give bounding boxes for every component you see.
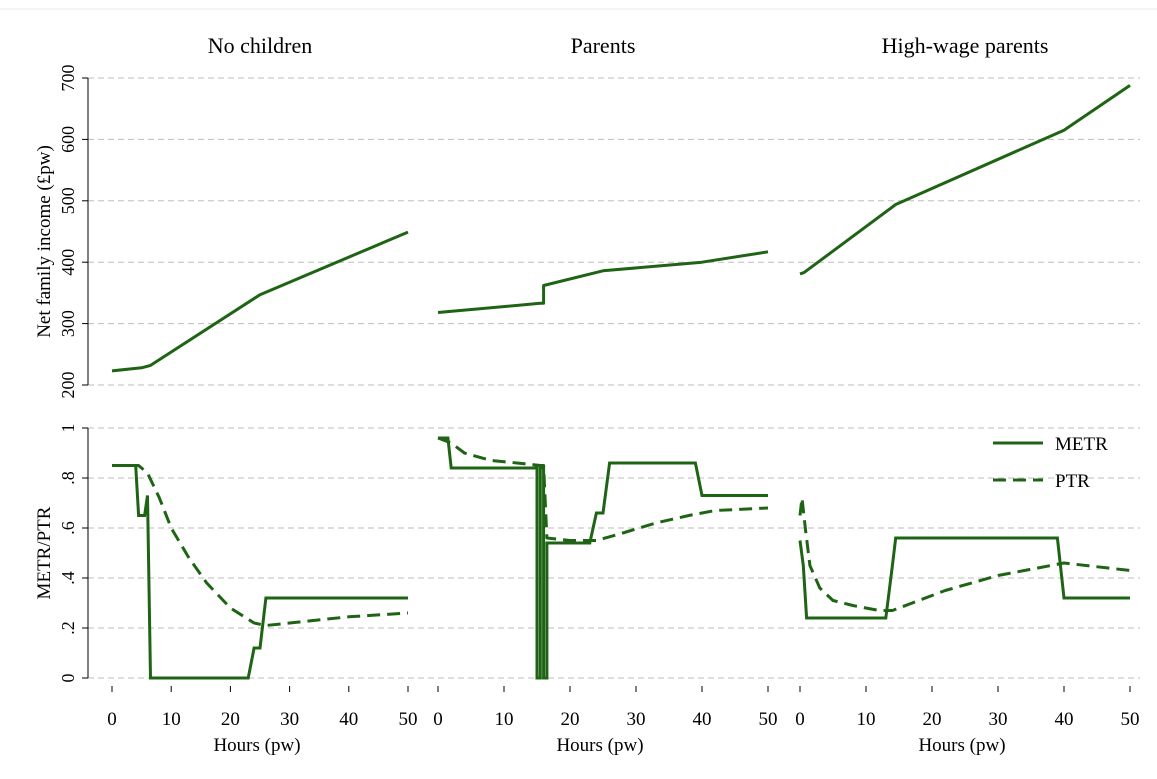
y-tick-label-bottom: 0 (58, 674, 78, 683)
x-tick-label-nochildren: 30 (280, 709, 299, 730)
y-tick-label-top: 200 (58, 372, 78, 399)
x-tick-label-parents: 50 (759, 709, 778, 730)
x-tick-label-highwage: 0 (795, 709, 805, 730)
y-tick-label-top: 400 (58, 249, 78, 276)
y-tick-label-top: 500 (58, 187, 78, 214)
x-tick-label-nochildren: 0 (107, 709, 117, 730)
y-tick-label-top: 700 (58, 65, 78, 92)
panel-title-nochildren: No children (208, 33, 312, 58)
x-axis-title-nochildren: Hours (pw) (213, 735, 300, 756)
y-tick-label-top: 300 (58, 310, 78, 337)
y-axis-title-top: Net family income (£pw) (34, 145, 55, 338)
x-tick-label-parents: 0 (433, 709, 443, 730)
x-tick-label-highwage: 20 (923, 709, 942, 730)
x-tick-label-highwage: 30 (989, 709, 1008, 730)
y-tick-label-bottom: 1 (58, 424, 78, 433)
y-tick-label-bottom: .8 (58, 471, 78, 485)
legend-label-metr: METR (1055, 434, 1108, 455)
ptr-line-highwage (798, 496, 1131, 612)
y-tick-label-bottom: .2 (58, 621, 78, 635)
panel-title-parents: Parents (571, 33, 636, 58)
x-tick-label-highwage: 40 (1055, 709, 1074, 730)
x-tick-label-nochildren: 50 (399, 709, 418, 730)
y-tick-label-top: 600 (58, 126, 78, 153)
income-line-nochildren (111, 230, 409, 373)
x-tick-label-highwage: 50 (1121, 709, 1140, 730)
y-tick-label-bottom: .6 (58, 521, 78, 535)
metr-line-highwage (798, 536, 1130, 620)
x-tick-label-highwage: 10 (857, 709, 876, 730)
income-line-parents (437, 250, 769, 314)
ptr-line-parents (437, 436, 769, 542)
legend-label-ptr: PTR (1055, 471, 1090, 492)
y-axis-title-bottom: METR/PTR (34, 506, 55, 599)
ptr-line-nochildren (112, 464, 409, 627)
x-tick-label-nochildren: 20 (221, 709, 240, 730)
x-tick-label-parents: 30 (627, 709, 646, 730)
x-tick-label-nochildren: 40 (339, 709, 358, 730)
metr-line-nochildren (112, 464, 408, 680)
x-tick-label-parents: 40 (693, 709, 712, 730)
x-tick-label-parents: 10 (495, 709, 514, 730)
x-axis-title-parents: Hours (pw) (556, 735, 643, 756)
y-tick-label-bottom: .4 (58, 571, 78, 585)
metr-line-parents (438, 436, 768, 680)
x-axis-title-highwage: Hours (pw) (918, 735, 1005, 756)
panel-title-highwage: High-wage parents (882, 33, 1049, 58)
income-line-highwage (799, 84, 1131, 276)
x-tick-label-parents: 20 (561, 709, 580, 730)
x-tick-label-nochildren: 10 (162, 709, 181, 730)
